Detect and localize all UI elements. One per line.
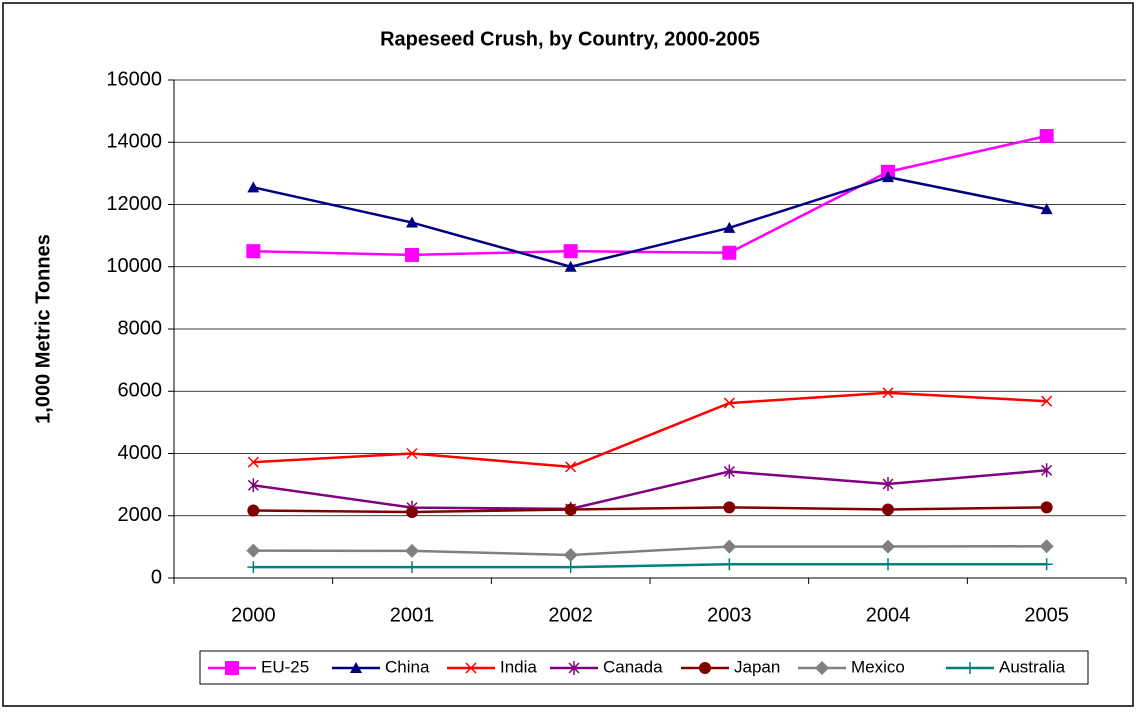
data-point (564, 260, 577, 272)
data-point (1041, 395, 1053, 407)
y-tick-label: 4000 (118, 442, 163, 464)
legend-label: Canada (603, 657, 663, 676)
data-point (1040, 558, 1053, 571)
data-point (723, 464, 735, 479)
data-point (1040, 203, 1053, 215)
data-point (563, 547, 578, 562)
y-tick-label: 10000 (106, 255, 162, 277)
series-line (253, 545, 1047, 557)
data-point (1040, 501, 1053, 514)
legend-label: Australia (999, 657, 1066, 676)
data-point (723, 501, 736, 514)
data-point (564, 561, 577, 574)
data-point (406, 561, 418, 574)
x-tick-label: 2004 (866, 604, 911, 626)
data-point (1039, 129, 1054, 144)
legend-label: China (385, 657, 430, 676)
data-point (405, 247, 419, 262)
data-point (246, 543, 261, 558)
legend-label: EU-25 (261, 657, 309, 676)
series-line (253, 391, 1047, 469)
x-tick-label: 2000 (231, 604, 276, 626)
legend-marker (568, 661, 580, 675)
data-point (882, 503, 894, 516)
y-tick-label: 8000 (118, 317, 163, 339)
data-point (723, 397, 735, 409)
y-tick-label: 0 (151, 566, 162, 588)
data-point (882, 387, 894, 399)
data-point (1039, 539, 1054, 554)
legend-marker (465, 662, 477, 674)
legend-marker (350, 662, 362, 673)
data-point (246, 244, 261, 259)
series-line (253, 563, 1047, 569)
y-tick-label: 6000 (118, 380, 163, 402)
legend-label: Japan (734, 657, 780, 676)
x-tick-label: 2003 (707, 604, 752, 626)
data-point (881, 539, 895, 554)
x-tick-label: 2001 (390, 604, 435, 626)
legend-marker (964, 662, 976, 674)
data-point (563, 244, 578, 259)
y-tick-label: 12000 (106, 193, 162, 215)
x-tick-label: 2002 (548, 604, 593, 626)
data-point (247, 478, 259, 493)
data-point (723, 558, 736, 571)
data-point (247, 181, 260, 193)
legend-label: India (500, 657, 537, 676)
data-point (406, 447, 418, 460)
data-point (882, 558, 894, 571)
data-point (882, 477, 894, 492)
data-point (406, 506, 418, 519)
y-axis-label: 1,000 Metric Tonnes (32, 234, 54, 424)
series-line (253, 469, 1047, 511)
x-tick-label: 2005 (1024, 604, 1069, 626)
legend-label: Mexico (851, 657, 905, 676)
data-point (406, 216, 418, 228)
series-line (253, 175, 1047, 269)
legend-marker (815, 661, 829, 675)
data-point (564, 503, 577, 516)
data-point (247, 456, 259, 468)
y-tick-label: 16000 (106, 68, 162, 90)
legend-marker (225, 661, 239, 675)
data-point (1041, 463, 1053, 478)
data-point (405, 543, 419, 558)
y-tick-label: 2000 (118, 504, 163, 526)
legend-marker (699, 662, 711, 674)
data-point (722, 539, 737, 554)
data-point (247, 504, 260, 517)
y-tick-label: 14000 (106, 131, 162, 153)
series-line (253, 134, 1047, 257)
data-point (722, 245, 737, 260)
data-point (723, 221, 736, 233)
series-line (253, 506, 1047, 514)
data-point (247, 561, 260, 574)
data-point (565, 461, 577, 473)
data-point (882, 171, 894, 183)
chart-title: Rapeseed Crush, by Country, 2000-2005 (380, 28, 760, 50)
